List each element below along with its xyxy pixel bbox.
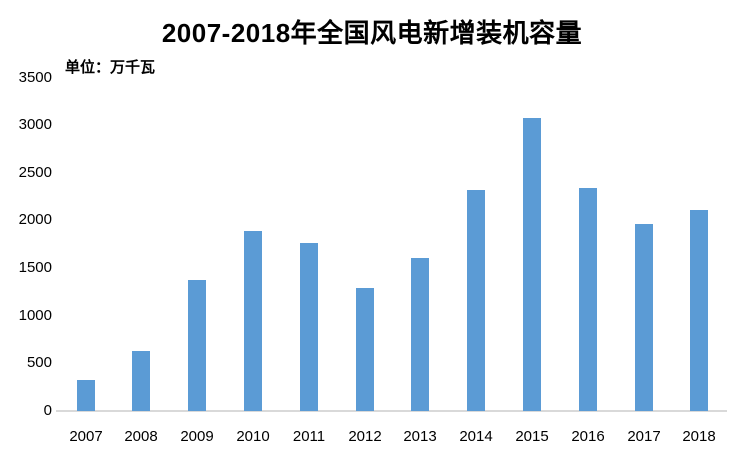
y-tick-label: 1000 <box>18 307 52 324</box>
bar-2017 <box>635 224 653 411</box>
y-tick-label: 1500 <box>18 259 52 276</box>
bar-2018 <box>690 210 708 411</box>
x-axis-line <box>56 410 727 412</box>
bar-2007 <box>77 380 95 411</box>
y-tick-label: 3500 <box>18 69 52 86</box>
x-tick-label: 2011 <box>292 428 326 445</box>
bar-2014 <box>467 190 485 411</box>
x-tick-label: 2007 <box>69 428 103 445</box>
x-tick-label: 2014 <box>459 428 493 445</box>
x-tick-label: 2010 <box>236 428 270 445</box>
y-tick-label: 0 <box>43 402 52 419</box>
bar-2008 <box>132 351 150 411</box>
y-tick-label: 2000 <box>18 211 52 228</box>
bar-2016 <box>579 188 597 411</box>
x-tick-label: 2015 <box>515 428 549 445</box>
bar-2015 <box>523 118 541 411</box>
unit-label: 单位：万千瓦 <box>65 59 156 76</box>
x-tick-label: 2013 <box>403 428 437 445</box>
bar-2012 <box>356 288 374 411</box>
x-tick-label: 2018 <box>682 428 716 445</box>
x-tick-label: 2017 <box>627 428 661 445</box>
x-tick-label: 2009 <box>180 428 214 445</box>
y-tick-label: 3000 <box>18 116 52 133</box>
chart-title: 2007-2018年全国风电新增装机容量 <box>161 18 583 48</box>
bar-2009 <box>188 280 206 411</box>
x-tick-label: 2016 <box>571 428 605 445</box>
x-tick-label: 2008 <box>124 428 158 445</box>
y-tick-label: 2500 <box>18 164 52 181</box>
x-tick-label: 2012 <box>348 428 382 445</box>
bar-2013 <box>411 258 429 411</box>
bar-2010 <box>244 231 262 411</box>
bar-2011 <box>300 243 318 411</box>
y-tick-label: 500 <box>26 354 52 371</box>
